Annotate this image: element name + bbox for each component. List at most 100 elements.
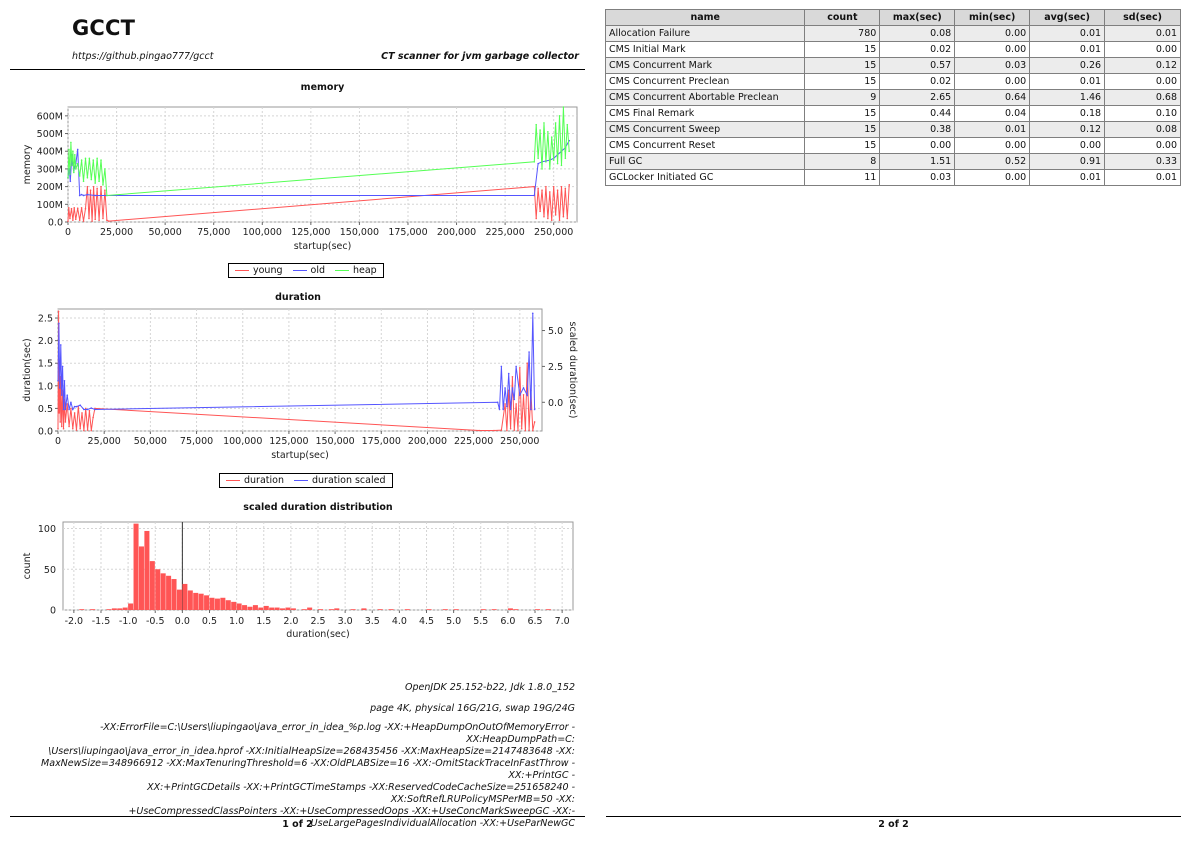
legend-item-duration: duration	[226, 475, 284, 486]
distribution-chart: -2.0 -1.5 -1.0 -0.5 0.0 0.5 1.0 1.5 2.0 2.5 3.0 3.5…	[22, 521, 574, 640]
memory-chart-legend: young old heap	[228, 263, 384, 278]
table-cell-value: 0.10	[1104, 105, 1181, 122]
column-header-avg[interactable]: avg(sec)	[1029, 9, 1106, 26]
data-point-heap	[80, 159, 83, 161]
x-tick-label: 200,000	[408, 436, 447, 447]
column-header-sd[interactable]: sd(sec)	[1104, 9, 1181, 26]
data-point-young	[552, 185, 555, 188]
data-point-old	[533, 194, 536, 197]
histogram-bar	[144, 530, 150, 610]
histogram-bar	[545, 609, 551, 610]
legend-item-young: young	[235, 265, 283, 276]
data-point-young	[80, 207, 83, 209]
table-cell-value: 0.04	[954, 105, 1031, 122]
data-point-duration-scaled	[515, 365, 517, 368]
table-cell-value: 0.68	[1104, 89, 1181, 106]
data-point-young	[543, 215, 545, 218]
duration-chart-title: duration	[275, 292, 321, 303]
y2-axis-label: scaled duration(sec)	[567, 322, 578, 419]
data-point-heap	[545, 161, 547, 163]
data-point-young	[69, 217, 71, 220]
data-point-young	[74, 218, 77, 221]
data-point-duration-scaled	[58, 322, 60, 325]
data-point-heap	[562, 106, 565, 108]
data-point-young	[537, 187, 539, 190]
table-header-row: name count max(sec) min(sec) avg(sec) sd…	[604, 9, 1181, 26]
table-cell-name: CMS Concurrent Reset	[604, 137, 806, 154]
x-tick-label: 250,000	[534, 227, 573, 238]
data-point-heap	[82, 180, 85, 183]
data-point-young	[568, 184, 571, 186]
jvm-args-line: -XX:ErrorFile=C:\Users\liupingao\java_er…	[100, 722, 575, 745]
table-cell-name: CMS Concurrent Sweep	[604, 121, 806, 138]
x-tick-label: 175,000	[362, 436, 401, 447]
table-cell-value: 0.64	[954, 89, 1031, 106]
y-tick-label: 2.5	[38, 314, 53, 325]
data-point-heap	[560, 164, 563, 167]
histogram-bar	[334, 608, 340, 610]
data-point-duration-scaled	[66, 394, 69, 396]
x-tick-label: -0.5	[146, 616, 165, 627]
page-number: 1 of 2	[282, 819, 313, 830]
data-point-duration-scaled	[59, 344, 62, 346]
data-point-duration	[493, 429, 495, 432]
data-point-duration	[531, 429, 534, 432]
table-cell-value: 0.00	[954, 25, 1031, 42]
data-point-duration	[519, 366, 521, 369]
table-row: Allocation Failure 780 0.08 0.00 0.01 0.01	[604, 25, 1181, 42]
legend-item-duration-scaled: duration scaled	[293, 475, 386, 486]
x-tick-label: 1.5	[256, 616, 271, 627]
table-cell-value: 0.03	[954, 57, 1031, 74]
column-header-min[interactable]: min(sec)	[954, 9, 1031, 26]
table-cell-value: 0.01	[954, 121, 1031, 138]
x-tick-label: 75,000	[197, 227, 230, 238]
data-point-young	[98, 219, 100, 222]
histogram-bar	[242, 605, 248, 610]
x-tick-label: 50,000	[149, 227, 182, 238]
data-point-heap	[78, 175, 81, 177]
y-tick-label: 2.0	[38, 336, 53, 347]
table-cell-value: 0.01	[1029, 73, 1106, 90]
column-header-count[interactable]: count	[804, 9, 881, 26]
data-point-duration	[70, 407, 72, 410]
data-point-young	[89, 189, 92, 191]
column-header-name[interactable]: name	[604, 9, 806, 26]
legend-label-young: young	[253, 265, 283, 276]
x-tick-label: 5.5	[473, 616, 488, 627]
x-tick-label: 0.0	[175, 616, 190, 627]
x-tick-label: -2.0	[65, 616, 84, 627]
histogram-bar	[79, 609, 85, 610]
histogram-bar	[111, 608, 117, 610]
data-point-duration-scaled	[86, 408, 89, 411]
y-axis-label: count	[22, 552, 33, 579]
footer-divider	[606, 816, 1181, 817]
x-tick-label: 175,000	[388, 227, 427, 238]
data-point-duration-scaled	[509, 408, 512, 411]
data-point-heap	[74, 168, 77, 170]
jvm-arguments: -XX:ErrorFile=C:\Users\liupingao\java_er…	[10, 722, 575, 830]
x-tick-label: 150,000	[340, 227, 379, 238]
data-point-duration	[500, 429, 503, 431]
column-header-max[interactable]: max(sec)	[879, 9, 956, 26]
plot-area	[67, 106, 578, 223]
table-cell-name: CMS Initial Mark	[604, 41, 806, 58]
table-cell-value: 0.01	[1104, 169, 1181, 186]
data-point-young	[106, 219, 108, 222]
table-cell-value: 0.00	[954, 73, 1031, 90]
table-body: Allocation Failure 780 0.08 0.00 0.01 0.01 CMS…	[604, 25, 1181, 186]
table-row: CMS Concurrent Reset 15 0.00 0.00 0.00 0.00	[604, 137, 1181, 154]
x-tick-label: 25,000	[100, 227, 133, 238]
data-point-duration-scaled	[90, 407, 93, 409]
data-point-young	[72, 219, 74, 222]
project-url-link[interactable]: https://github.pingao777/gcct	[72, 51, 214, 62]
data-point-duration	[511, 375, 514, 378]
footer-divider	[10, 816, 585, 817]
y-tick-label: 0.5	[38, 404, 53, 415]
histogram-bar	[361, 608, 367, 610]
series-line-duration-scaled	[57, 313, 536, 411]
data-point-young	[547, 217, 549, 220]
data-point-heap	[549, 168, 551, 170]
table-cell-name: Full GC	[604, 153, 806, 170]
data-point-duration-scaled	[504, 387, 506, 389]
data-point-young	[550, 219, 553, 222]
